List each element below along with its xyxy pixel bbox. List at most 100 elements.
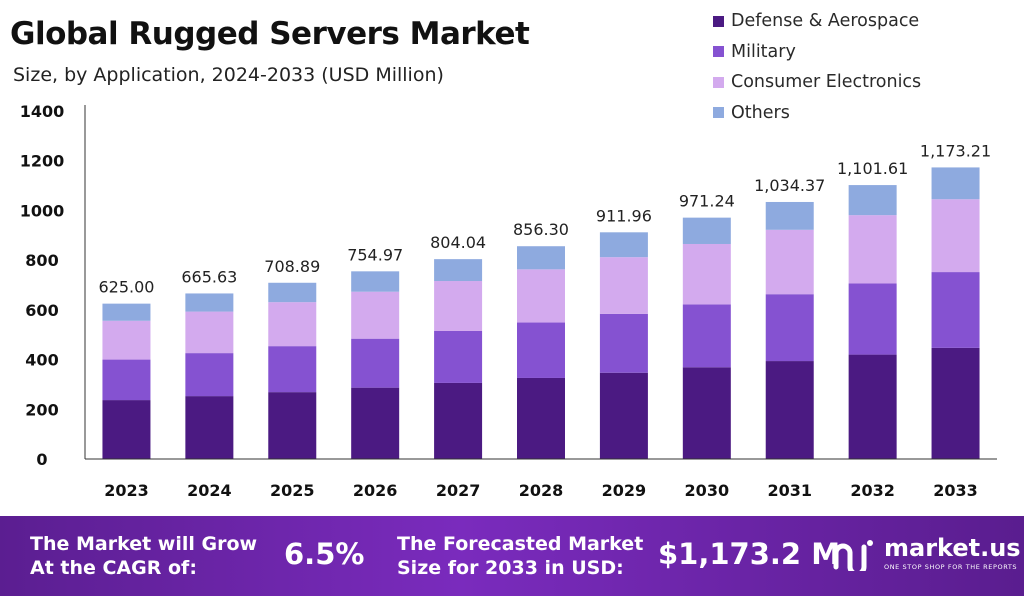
legend-label: Others xyxy=(731,102,790,123)
x-tick-label: 2032 xyxy=(850,481,895,500)
bar-segment xyxy=(268,392,317,459)
chart-subtitle: Size, by Application, 2024-2033 (USD Mil… xyxy=(13,64,444,86)
x-tick-label: 2025 xyxy=(270,481,315,500)
brand-logo[interactable]: market.us ONE STOP SHOP FOR THE REPORTS xyxy=(832,536,1021,571)
cagr-label-line2: At the CAGR of: xyxy=(30,557,197,579)
bar-total-label: 911.96 xyxy=(596,206,652,225)
bar-total-label: 971.24 xyxy=(679,192,735,211)
bar-segment xyxy=(434,281,483,331)
brand-text: market.us ONE STOP SHOP FOR THE REPORTS xyxy=(884,536,1021,571)
bar-segment xyxy=(599,257,648,314)
y-tick-label: 1400 xyxy=(20,102,65,121)
bar-segment xyxy=(434,330,483,383)
bar-segment xyxy=(848,354,897,459)
bar-segment xyxy=(102,400,151,459)
y-tick-label: 1200 xyxy=(20,152,65,171)
bar-segment xyxy=(765,229,814,295)
bar-total-label: 754.97 xyxy=(347,245,403,264)
bar-total-label: 625.00 xyxy=(98,278,154,297)
bar-segment xyxy=(599,372,648,459)
y-tick-label: 200 xyxy=(25,400,58,419)
chart-title: Global Rugged Servers Market xyxy=(10,16,530,52)
x-tick-label: 2033 xyxy=(933,481,978,500)
legend-label: Consumer Electronics xyxy=(731,72,922,93)
brand-tagline: ONE STOP SHOP FOR THE REPORTS xyxy=(884,563,1018,571)
cagr-label: The Market will Grow At the CAGR of: xyxy=(30,532,257,580)
bar-segment xyxy=(931,167,980,200)
legend-swatch xyxy=(713,46,724,58)
x-tick-label: 2026 xyxy=(353,481,398,500)
bar-segment xyxy=(268,346,317,393)
bar-total-label: 1,101.61 xyxy=(837,159,908,178)
bar-segment xyxy=(351,271,400,292)
legend-item-others: Others xyxy=(713,98,921,129)
forecast-value: $1,173.2 M xyxy=(658,537,841,571)
y-tick-label: 800 xyxy=(25,251,58,270)
bar-segment xyxy=(599,232,648,258)
y-tick-label: 1000 xyxy=(20,201,65,220)
x-tick-label: 2028 xyxy=(519,481,564,500)
cagr-label-line1: The Market will Grow xyxy=(30,533,258,555)
bar-segment xyxy=(102,303,151,321)
x-tick-label: 2030 xyxy=(685,481,730,500)
bar-segment xyxy=(682,243,731,305)
legend-item-military: Military xyxy=(713,37,921,68)
x-tick-label: 2024 xyxy=(187,481,232,500)
bar-segment xyxy=(931,272,980,348)
bar-segment xyxy=(185,396,234,459)
bar-total-label: 708.89 xyxy=(264,257,320,276)
cagr-value: 6.5% xyxy=(284,537,365,571)
forecast-label-line1: The Forecasted Market xyxy=(397,533,644,555)
bar-segment xyxy=(434,259,483,282)
bar-segment xyxy=(848,215,897,284)
x-tick-label: 2029 xyxy=(602,481,647,500)
bar-segment xyxy=(102,359,151,401)
legend-item-defense-aerospace: Defense & Aerospace xyxy=(713,6,921,37)
x-tick-label: 2023 xyxy=(104,481,149,500)
bar-total-label: 856.30 xyxy=(513,220,569,239)
bar-segment xyxy=(599,313,648,373)
bar-segment xyxy=(351,338,400,388)
bar-segment xyxy=(185,353,234,397)
chart-legend: Defense & Aerospace Military Consumer El… xyxy=(713,6,921,128)
footer-banner: The Market will Grow At the CAGR of: 6.5… xyxy=(0,516,1024,596)
bar-total-label: 1,173.21 xyxy=(920,141,991,160)
forecast-label-line2: Size for 2033 in USD: xyxy=(397,557,624,579)
legend-label: Military xyxy=(731,41,796,62)
bar-segment xyxy=(517,322,565,378)
bar-segment xyxy=(351,387,400,459)
bar-segment xyxy=(268,282,317,303)
bar-segment xyxy=(931,347,980,459)
stacked-bar-chart: 0 200 400 600 800 1000 1200 1400 625.00 2023 665.6… xyxy=(20,102,997,500)
bar-segment xyxy=(765,294,814,362)
bar-segment xyxy=(848,283,897,355)
bar-segment xyxy=(848,185,897,216)
bar-segment xyxy=(185,293,234,312)
bar-segment xyxy=(517,269,565,323)
legend-item-consumer-electronics: Consumer Electronics xyxy=(713,67,921,98)
bar-segment xyxy=(351,291,400,339)
bar-segment xyxy=(765,201,814,230)
bar-segment xyxy=(682,367,731,459)
brand-name: market.us xyxy=(884,534,1021,562)
bar-segment xyxy=(931,199,980,273)
legend-swatch xyxy=(713,15,724,27)
bar-segment xyxy=(682,217,731,244)
x-tick-label: 2031 xyxy=(767,481,812,500)
y-tick-label: 600 xyxy=(25,301,58,320)
legend-swatch xyxy=(713,76,724,88)
bar-total-label: 665.63 xyxy=(181,267,237,286)
y-tick-label: 0 xyxy=(36,450,47,469)
bar-segment xyxy=(268,302,317,347)
bar-segment xyxy=(434,382,483,459)
bar-segment xyxy=(682,304,731,368)
chart-card: Global Rugged Servers Market Size, by Ap… xyxy=(10,6,997,500)
legend-swatch xyxy=(713,107,724,119)
bar-total-label: 804.04 xyxy=(430,233,486,252)
y-tick-label: 400 xyxy=(25,351,58,370)
bar-segment xyxy=(185,311,234,354)
legend-label: Defense & Aerospace xyxy=(731,11,920,32)
bar-segment xyxy=(102,320,151,360)
bar-segment xyxy=(517,377,565,459)
market-us-logo-icon xyxy=(833,539,873,571)
